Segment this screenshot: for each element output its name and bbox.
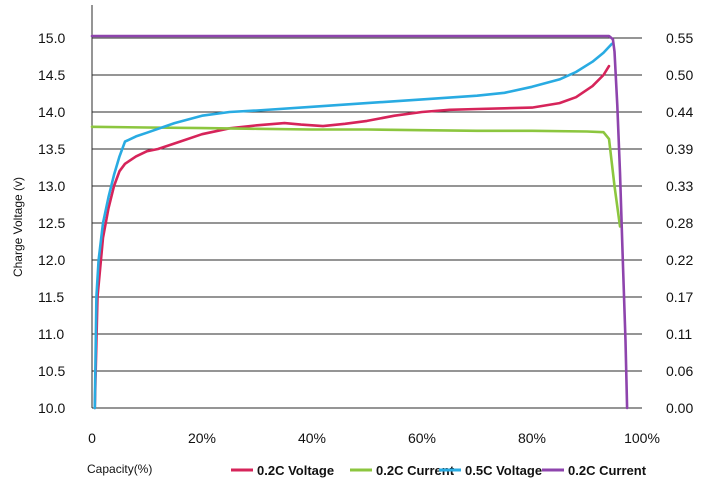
y-tick-label: 15.0 xyxy=(38,30,65,46)
y2-tick-label: 0.17 xyxy=(666,289,693,305)
x-tick-label: 20% xyxy=(188,430,216,446)
legend-label: 0.2C Current xyxy=(568,463,647,478)
series-line-1 xyxy=(93,64,611,410)
y2-tick-label: 0.44 xyxy=(666,104,693,120)
grid-lines xyxy=(92,37,642,409)
y-axis-title: Charge Voltage (v) xyxy=(11,177,25,277)
series-lines xyxy=(90,34,629,410)
y2-tick-label: 0.28 xyxy=(666,215,693,231)
x-tick-label: 60% xyxy=(408,430,436,446)
y-tick-label: 12.0 xyxy=(38,252,65,268)
y-tick-label: 14.5 xyxy=(38,67,65,83)
y2-tick-label: 0.06 xyxy=(666,363,693,379)
y-tick-label: 13.5 xyxy=(38,141,65,157)
series-line-2 xyxy=(90,125,622,228)
tick-labels: 10.0 10.5 11.0 11.5 12.0 12.5 13.0 13.5 14.0 14.5… xyxy=(38,30,693,446)
series-line-4 xyxy=(90,34,629,410)
y-tick-label: 11.0 xyxy=(38,326,64,342)
x-tick-label: 100% xyxy=(624,430,660,446)
legend-label: 0.2C Current xyxy=(376,463,455,478)
y2-tick-label: 0.50 xyxy=(666,67,693,83)
legend-label: 0.2C Voltage xyxy=(257,463,334,478)
y2-tick-label: 0.55 xyxy=(666,30,693,46)
y-tick-label: 11.5 xyxy=(38,289,64,305)
y-tick-label: 10.5 xyxy=(38,363,65,379)
y2-tick-label: 0.00 xyxy=(666,400,693,416)
y2-tick-label: 0.33 xyxy=(666,178,693,194)
y-tick-label: 13.0 xyxy=(38,178,65,194)
x-axis-title: Capacity(%) xyxy=(87,462,152,476)
y2-tick-label: 0.11 xyxy=(666,326,692,342)
x-tick-label: 80% xyxy=(518,430,546,446)
y-tick-label: 14.0 xyxy=(38,104,65,120)
x-tick-label: 0 xyxy=(88,430,96,446)
legend-label: 0.5C Voltage xyxy=(465,463,542,478)
legend: 0.2C Voltage 0.2C Current 0.5C Voltage 0.2C… xyxy=(231,463,647,478)
y-tick-label: 10.0 xyxy=(38,400,65,416)
y2-tick-label: 0.39 xyxy=(666,141,693,157)
series-line-3 xyxy=(93,42,614,410)
x-tick-label: 40% xyxy=(298,430,326,446)
y-tick-label: 12.5 xyxy=(38,215,65,231)
y2-tick-label: 0.22 xyxy=(666,252,693,268)
